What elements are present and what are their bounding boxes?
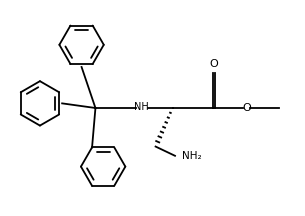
Text: O: O [209, 59, 218, 69]
Text: O: O [242, 103, 251, 113]
Text: NH: NH [134, 102, 149, 112]
Text: NH₂: NH₂ [182, 151, 201, 161]
